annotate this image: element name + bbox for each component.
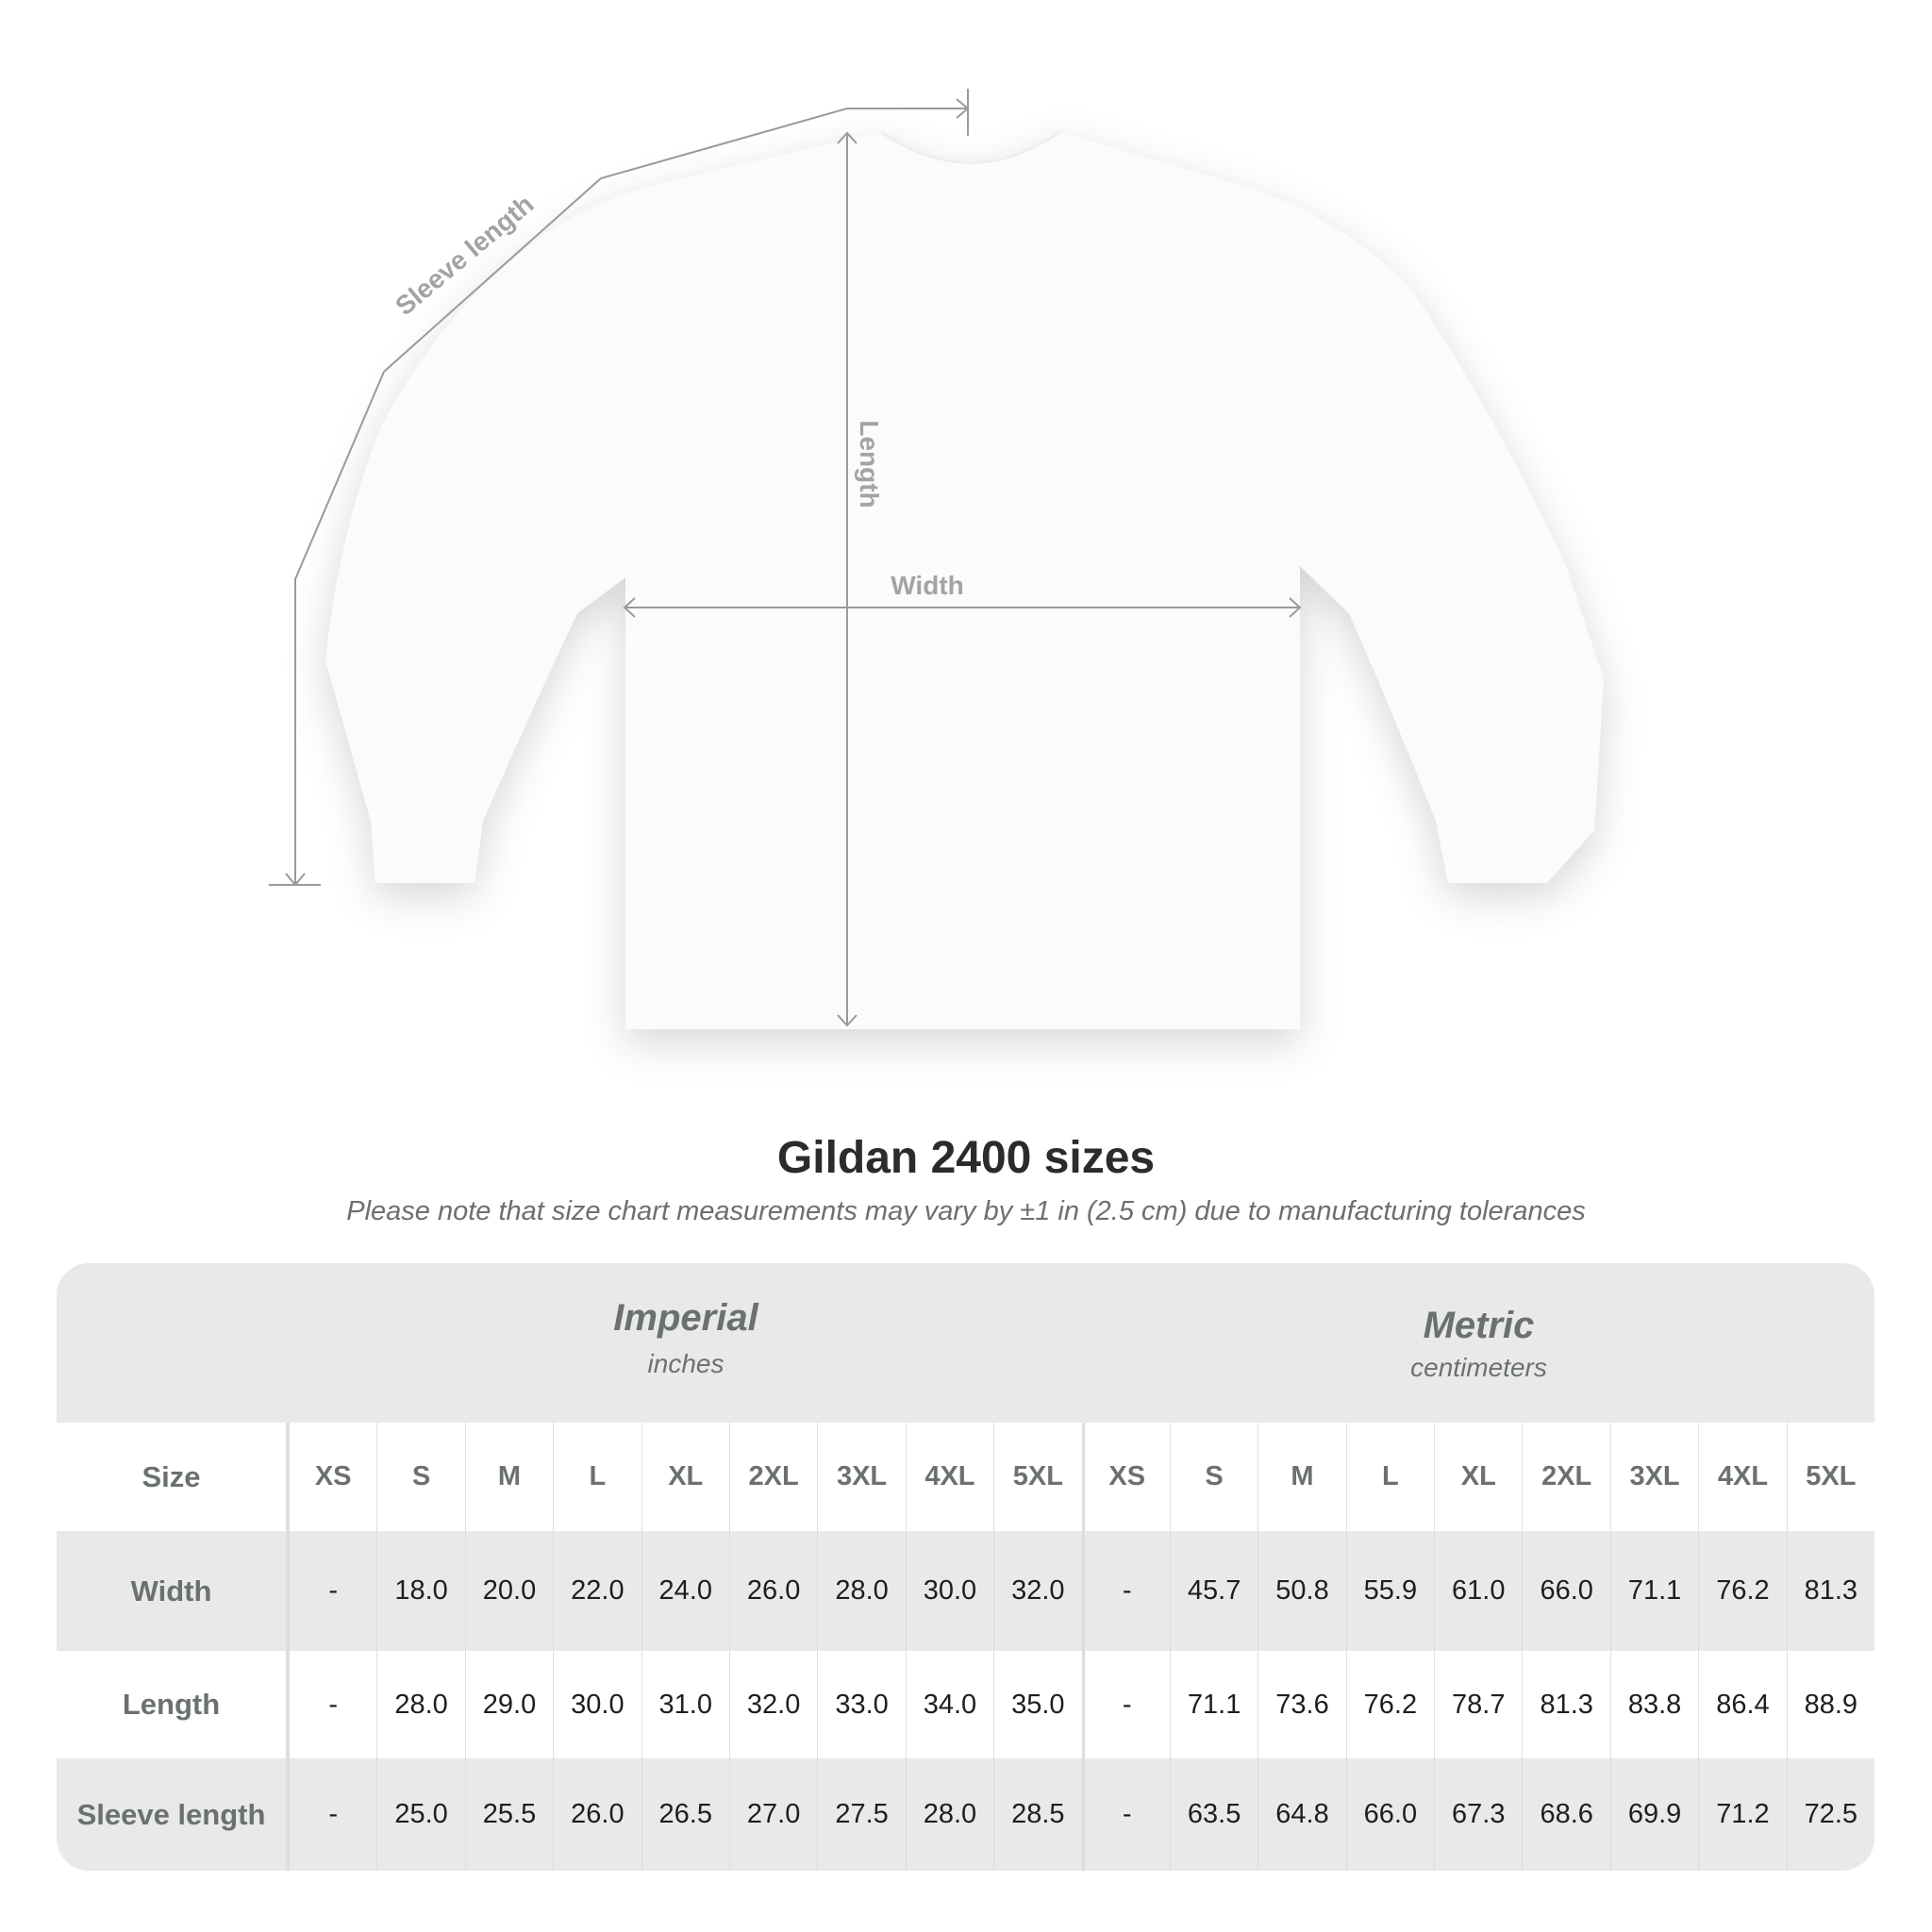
table-cell-imperial: 31.0 — [641, 1651, 729, 1758]
table-cell-imperial: 35.0 — [993, 1651, 1081, 1758]
table-cell-metric: 81.3 — [1522, 1651, 1609, 1758]
table-cell-metric: 76.2 — [1345, 1651, 1434, 1758]
row-label: Length — [57, 1651, 289, 1758]
table-cell-imperial: 27.5 — [817, 1758, 905, 1871]
size-header-metric: 2XL — [1522, 1423, 1609, 1531]
table-cell-imperial: 33.0 — [817, 1651, 905, 1758]
sleeve-length-line — [294, 108, 968, 885]
table-cell-imperial: - — [289, 1531, 376, 1651]
row-label: Sleeve length — [57, 1758, 289, 1871]
size-header-imperial: L — [553, 1423, 641, 1531]
metric-header: Metric centimeters — [1083, 1263, 1874, 1423]
table-cell-imperial: 32.0 — [728, 1651, 817, 1758]
metric-unit: centimeters — [1410, 1353, 1547, 1382]
table-cell-imperial: 28.0 — [376, 1651, 464, 1758]
size-header-imperial: XL — [641, 1423, 729, 1531]
table-cell-metric: 81.3 — [1786, 1531, 1874, 1651]
size-header-metric: 4XL — [1698, 1423, 1786, 1531]
size-header-imperial: 2XL — [728, 1423, 817, 1531]
width-label: Width — [891, 571, 964, 600]
size-header-imperial: 4XL — [905, 1423, 993, 1531]
imperial-unit: inches — [647, 1349, 724, 1378]
table-row: Length -28.0 29.0 30.0 31.0 32.0 33.0 34.0 35.0-… — [57, 1651, 1874, 1758]
table-cell-metric: 72.5 — [1786, 1758, 1874, 1871]
size-header-imperial: M — [464, 1423, 553, 1531]
table-cell-imperial: 25.5 — [464, 1758, 553, 1871]
table-cell-imperial: 27.0 — [728, 1758, 817, 1871]
size-header-metric: 5XL — [1786, 1423, 1874, 1531]
size-header-imperial: 3XL — [817, 1423, 905, 1531]
table-cell-metric: 69.9 — [1609, 1758, 1698, 1871]
tolerance-note: Please note that size chart measurements… — [346, 1196, 1586, 1226]
table-cell-metric: 78.7 — [1434, 1651, 1522, 1758]
table-cell-metric: 71.2 — [1698, 1758, 1786, 1871]
shirt-diagram: Sleeve length Length Width — [269, 89, 1604, 1029]
table-cell-metric: 71.1 — [1609, 1531, 1698, 1651]
imperial-header: Imperial inches — [289, 1263, 1083, 1423]
size-header-metric: XL — [1434, 1423, 1522, 1531]
size-header-imperial: 5XL — [993, 1423, 1081, 1531]
size-header-imperial: XS — [289, 1423, 376, 1531]
table-cell-imperial: 30.0 — [553, 1651, 641, 1758]
table-cell-metric: 64.8 — [1257, 1758, 1345, 1871]
table-cell-imperial: - — [289, 1758, 376, 1871]
table-cell-imperial: 22.0 — [553, 1531, 641, 1651]
table-cell-imperial: 30.0 — [905, 1531, 993, 1651]
table-cell-metric: - — [1081, 1758, 1170, 1871]
row-label: Width — [57, 1531, 289, 1651]
page-title: Gildan 2400 sizes — [776, 1133, 1156, 1183]
size-header-metric: L — [1345, 1423, 1434, 1531]
table-cell-metric: 71.1 — [1169, 1651, 1257, 1758]
imperial-title: Imperial — [613, 1297, 758, 1339]
table-cell-imperial: 26.0 — [728, 1531, 817, 1651]
table-row: Width -18.0 20.0 22.0 24.0 26.0 28.0 30.0 32.0-4… — [57, 1531, 1874, 1651]
size-header-metric: S — [1169, 1423, 1257, 1531]
table-cell-imperial: 28.0 — [817, 1531, 905, 1651]
table-cell-metric: 66.0 — [1345, 1758, 1434, 1871]
length-label: Length — [855, 420, 884, 508]
table-cell-imperial: 18.0 — [376, 1531, 464, 1651]
table-cell-metric: 45.7 — [1169, 1531, 1257, 1651]
table-cell-metric: 67.3 — [1434, 1758, 1522, 1871]
table-cell-imperial: 26.5 — [641, 1758, 729, 1871]
size-header-row: Size XS S M L XL 2XL 3XL 4XL 5XL XS S M L XL 2XL 3XL 4XL 5… — [57, 1423, 1874, 1531]
size-label: Size — [57, 1423, 289, 1531]
table-cell-metric: 88.9 — [1786, 1651, 1874, 1758]
size-header-imperial: S — [376, 1423, 464, 1531]
table-row: Sleeve length -25.0 25.5 26.0 26.5 27.0 27.5 28… — [57, 1758, 1874, 1871]
table-cell-imperial: 20.0 — [464, 1531, 553, 1651]
metric-title: Metric — [1423, 1305, 1535, 1346]
table-cell-metric: 73.6 — [1257, 1651, 1345, 1758]
table-cell-imperial: 25.0 — [376, 1758, 464, 1871]
size-chart-table: Imperial inches Metric centimeters Size X… — [57, 1263, 1874, 1871]
long-sleeve-shirt — [325, 132, 1604, 1029]
table-cell-imperial: - — [289, 1651, 376, 1758]
table-cell-metric: 66.0 — [1522, 1531, 1609, 1651]
table-cell-imperial: 26.0 — [553, 1758, 641, 1871]
table-cell-imperial: 24.0 — [641, 1531, 729, 1651]
table-cell-metric: 61.0 — [1434, 1531, 1522, 1651]
table-cell-imperial: 29.0 — [464, 1651, 553, 1758]
table-cell-metric: - — [1081, 1531, 1170, 1651]
table-cell-imperial: 28.0 — [905, 1758, 993, 1871]
size-header-metric: XS — [1081, 1423, 1170, 1531]
table-cell-imperial: 32.0 — [993, 1531, 1081, 1651]
size-header-metric: 3XL — [1609, 1423, 1698, 1531]
table-cell-metric: 63.5 — [1169, 1758, 1257, 1871]
table-cell-imperial: 28.5 — [993, 1758, 1081, 1871]
table-cell-imperial: 34.0 — [905, 1651, 993, 1758]
table-cell-metric: - — [1081, 1651, 1170, 1758]
table-cell-metric: 83.8 — [1609, 1651, 1698, 1758]
size-header-metric: M — [1257, 1423, 1345, 1531]
table-cell-metric: 86.4 — [1698, 1651, 1786, 1758]
table-cell-metric: 76.2 — [1698, 1531, 1786, 1651]
table-cell-metric: 55.9 — [1345, 1531, 1434, 1651]
system-header — [57, 1263, 1874, 1423]
table-cell-metric: 68.6 — [1522, 1758, 1609, 1871]
table-cell-metric: 50.8 — [1257, 1531, 1345, 1651]
